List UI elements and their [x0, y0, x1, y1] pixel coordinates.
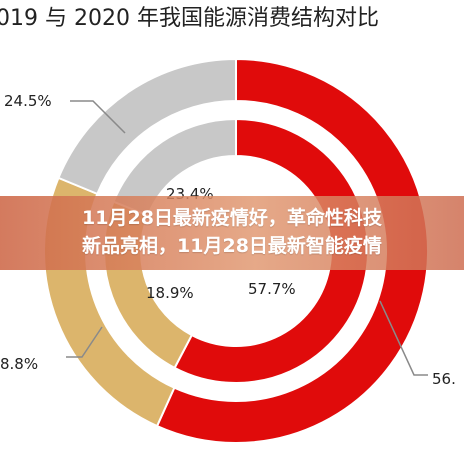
inner-slice-3 [112, 117, 237, 217]
outer-slice-3 [57, 57, 237, 196]
banner-line-2: 新品亮相，11月28日最新智能疫情 [82, 235, 382, 257]
outer-data-label-3: 8.8% [0, 355, 38, 373]
outer-leader-line-1 [379, 300, 428, 376]
outer-leader-line-3 [66, 326, 103, 358]
outer-data-label-1: 56. [432, 370, 456, 388]
news-banner[interactable]: 11月28日最新疫情好，革命性科技 新品亮相，11月28日最新智能疫情 [0, 196, 464, 270]
outer-leader-line-2 [70, 100, 126, 134]
chart-title: 019 与 2020 年我国能源消费结构对比 [0, 6, 379, 31]
outer-data-label-2: 24.5% [4, 92, 52, 110]
inner-data-label-3: 18.9% [146, 284, 194, 302]
inner-data-label-1: 57.7% [248, 280, 296, 298]
banner-line-1: 11月28日最新疫情好，革命性科技 [82, 207, 382, 229]
